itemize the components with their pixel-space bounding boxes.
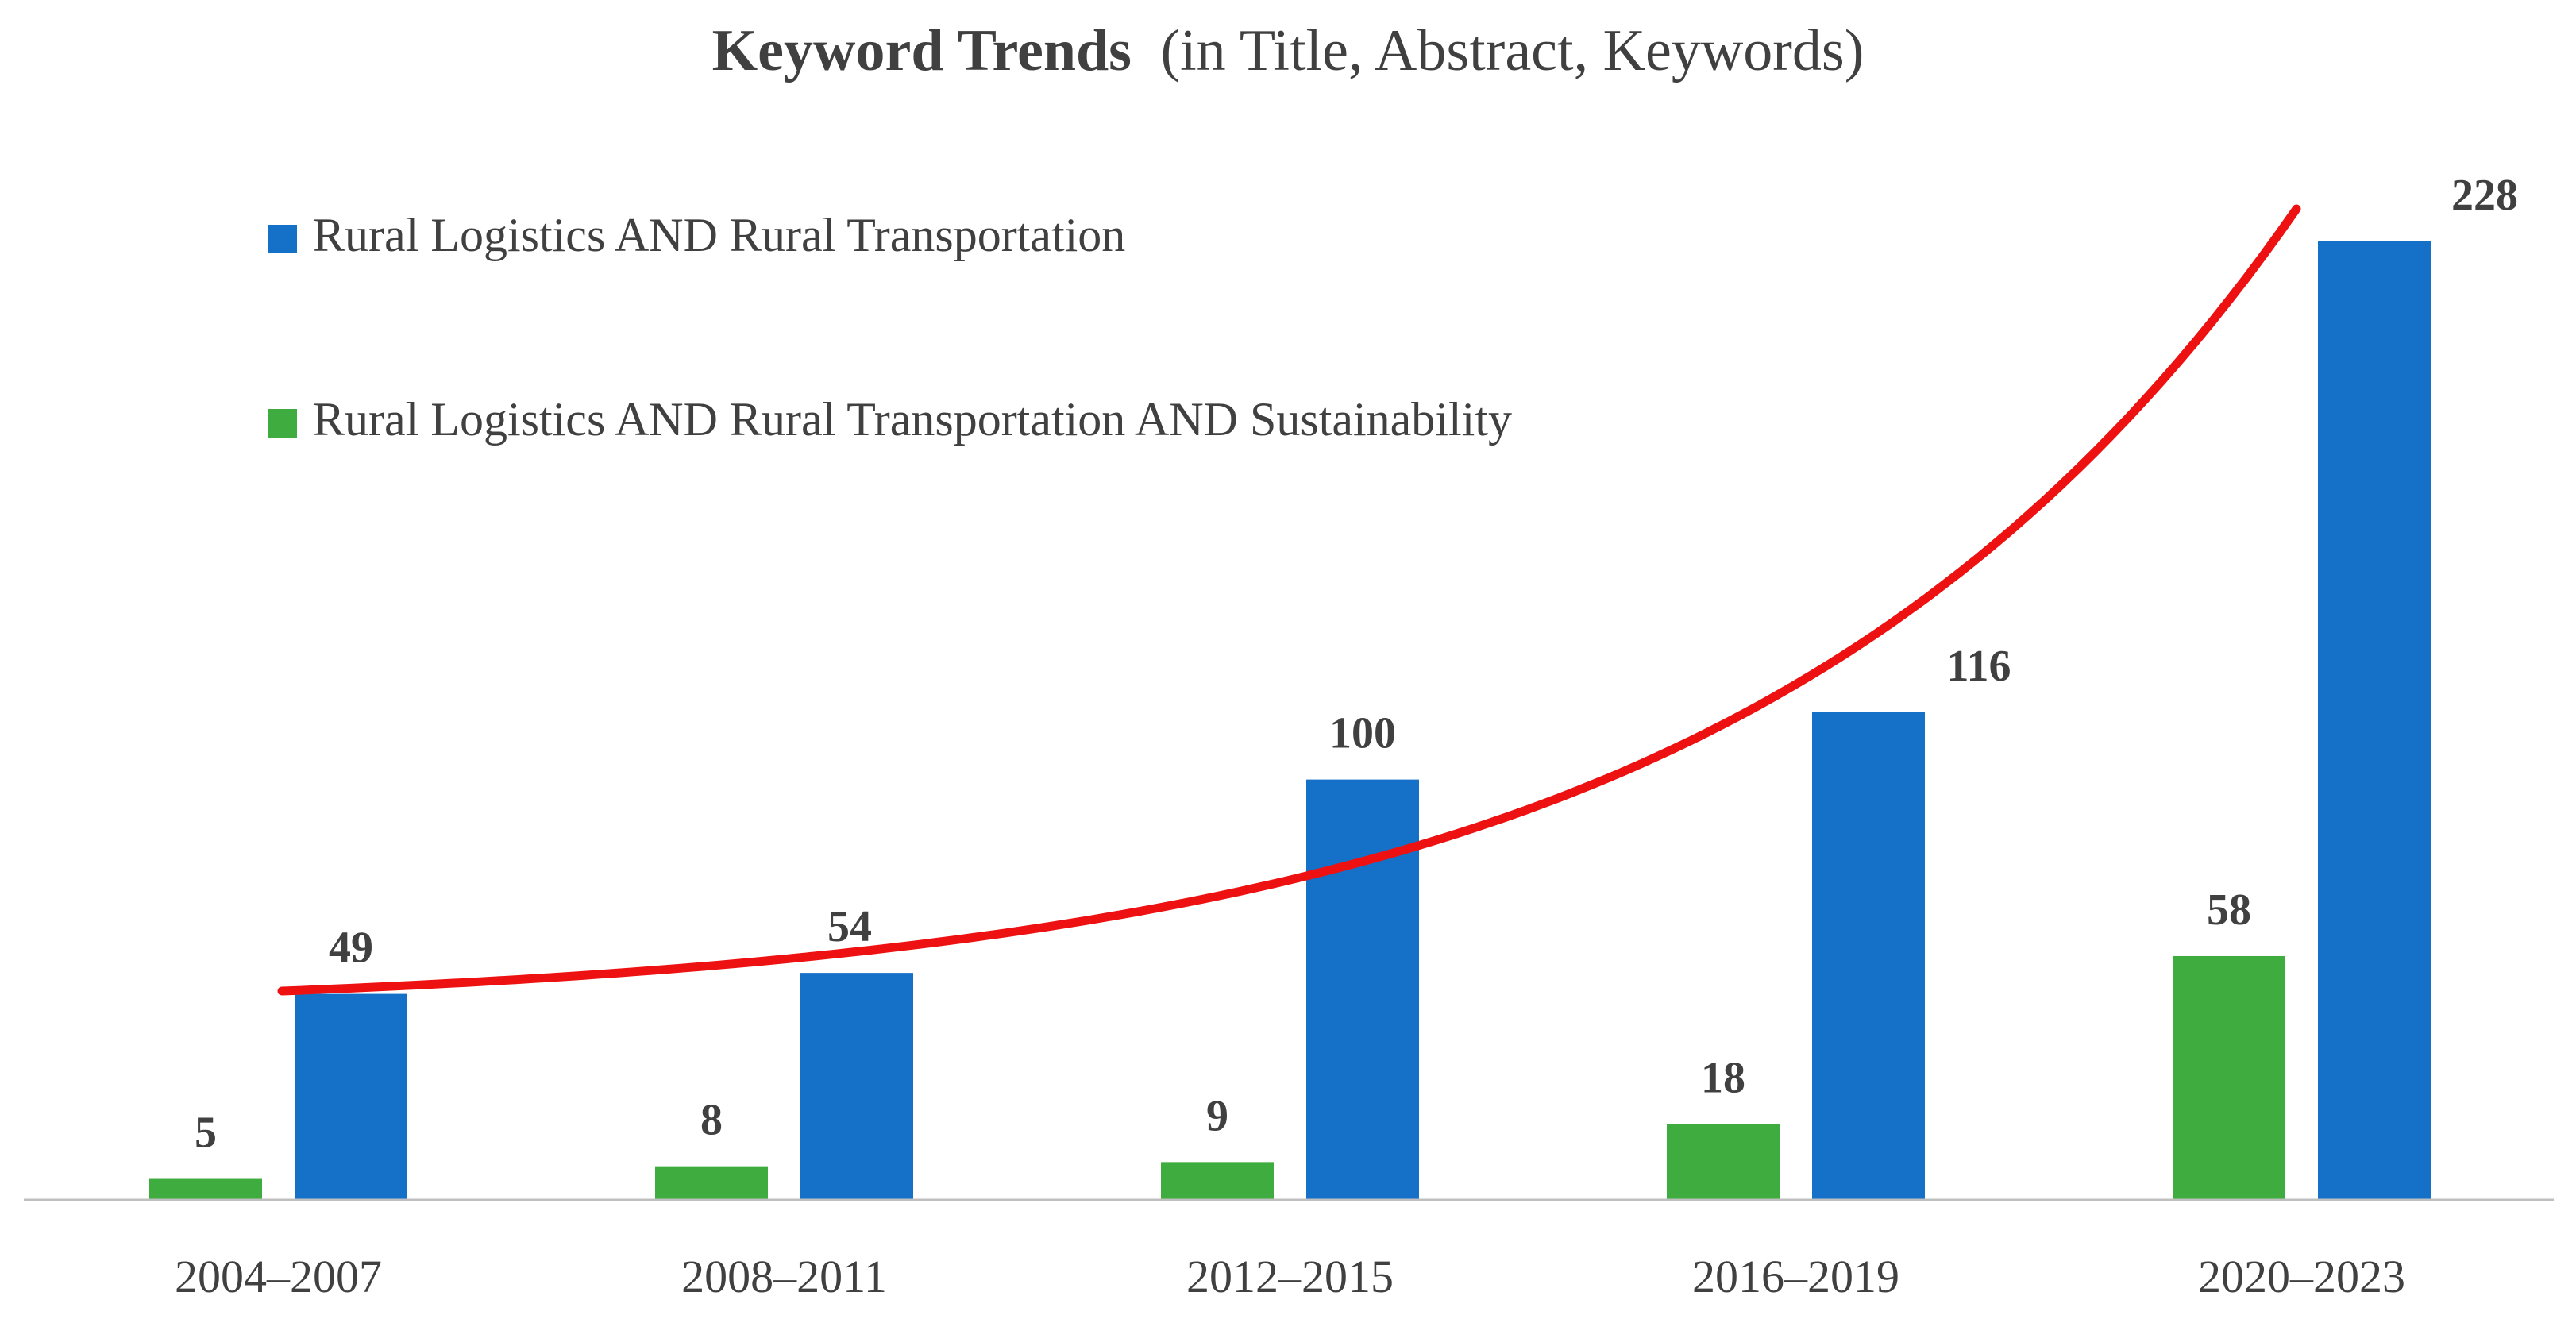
value-label-transportation-3: 116 (1947, 642, 2011, 691)
legend-swatch-green (268, 409, 297, 438)
value-label-sustainability-4: 58 (2207, 885, 2251, 935)
x-tick-labels-group: 2004–2007 2008–2011 2012–2015 2016–2019 2020… (175, 1251, 2405, 1302)
chart-title: Keyword Trends (in Title, Abstract, Keyw… (712, 18, 1865, 83)
value-label-sustainability-1: 8 (700, 1096, 723, 1145)
bar-transportation-1 (800, 973, 913, 1200)
bar-transportation-4 (2318, 241, 2431, 1200)
value-label-transportation-0: 49 (329, 924, 373, 973)
x-tick-label-0: 2004–2007 (175, 1251, 382, 1302)
value-label-transportation-4: 228 (2451, 171, 2518, 220)
bars-group (149, 241, 2431, 1200)
chart-title-main: Keyword Trends (712, 18, 1132, 83)
x-tick-label-2: 2012–2015 (1186, 1251, 1394, 1302)
value-label-transportation-1: 54 (827, 902, 872, 951)
bar-sustainability-4 (2173, 955, 2285, 1200)
bar-sustainability-2 (1161, 1162, 1274, 1200)
value-label-sustainability-0: 5 (195, 1109, 217, 1158)
x-tick-label-3: 2016–2019 (1692, 1251, 1899, 1302)
bar-sustainability-1 (655, 1166, 768, 1200)
trend-line (277, 204, 2301, 996)
bar-transportation-0 (295, 993, 407, 1200)
legend-label-rural-logistics-transportation-sustainability: Rural Logistics AND Rural Transportation… (313, 393, 1512, 446)
value-label-sustainability-3: 18 (1701, 1054, 1745, 1103)
value-label-transportation-2: 100 (1329, 709, 1396, 758)
bar-transportation-3 (1812, 712, 1925, 1200)
chart-title-subtitle: (in Title, Abstract, Keywords) (1160, 18, 1864, 83)
bar-sustainability-0 (149, 1178, 262, 1200)
bar-sustainability-3 (1667, 1124, 1780, 1200)
x-tick-label-4: 2020–2023 (2198, 1251, 2405, 1302)
legend-label-rural-logistics-transportation: Rural Logistics AND Rural Transportation (313, 209, 1125, 261)
legend-swatch-blue (268, 225, 297, 253)
legend: Rural Logistics AND Rural Transportation… (268, 209, 1512, 446)
value-label-sustainability-2: 9 (1206, 1091, 1228, 1140)
x-tick-label-1: 2008–2011 (681, 1251, 887, 1302)
bar-transportation-2 (1306, 779, 1419, 1200)
